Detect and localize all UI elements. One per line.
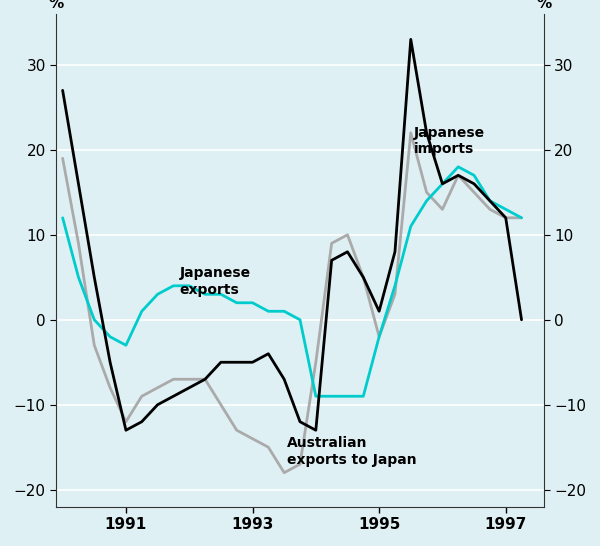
Text: Australian
exports to Japan: Australian exports to Japan xyxy=(287,436,417,467)
Text: %: % xyxy=(49,0,64,11)
Text: Japanese
exports: Japanese exports xyxy=(180,266,251,296)
Text: Japanese
imports: Japanese imports xyxy=(414,126,485,157)
Text: %: % xyxy=(536,0,551,11)
